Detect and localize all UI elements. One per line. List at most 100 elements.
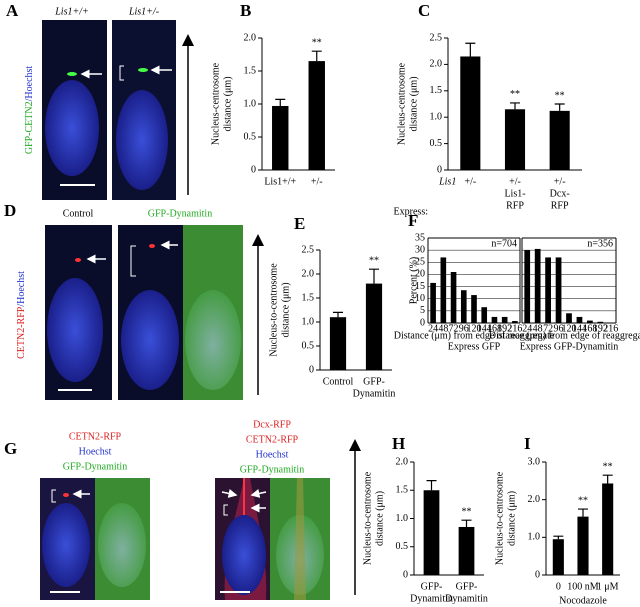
- y-axis-label: Nucleus-centrosome: [210, 62, 221, 145]
- y-tick-label: 3.0: [528, 456, 541, 467]
- y-tick-label: 0: [309, 364, 314, 375]
- x-tick-label: Lis1+/+: [264, 176, 296, 187]
- image-label: Lis1+/+: [54, 6, 89, 17]
- y-axis-label: Nucleus-centrosome: [396, 62, 407, 145]
- stain-label: GFP-CETN2/Hoechst: [24, 66, 35, 155]
- panel-letter: H: [392, 434, 405, 453]
- y-tick-label: 0: [403, 569, 408, 580]
- x-tick-label: +/-: [464, 176, 476, 187]
- panel-letter: B: [240, 1, 251, 20]
- chart-title: Express GFP-Dynamitin: [520, 341, 619, 352]
- bar: [566, 313, 572, 323]
- bar: [440, 257, 447, 323]
- y-tick-label: 15: [415, 281, 425, 292]
- y-axis-label: distance (μm): [408, 76, 419, 131]
- bar: [458, 526, 475, 575]
- bar: [471, 295, 477, 323]
- y-axis-label: Nucleus-to-centrosome: [268, 263, 279, 357]
- bar: [272, 105, 289, 170]
- x-tick-label: 168: [582, 323, 597, 334]
- bar: [365, 283, 383, 370]
- micrograph: [95, 478, 150, 600]
- x-tick-label: Lis1-: [504, 188, 525, 199]
- bar: [450, 272, 457, 323]
- micrograph: [215, 478, 270, 600]
- x-tick-label: 72: [543, 323, 553, 334]
- y-axis-label: distance (μm): [506, 491, 517, 546]
- micrograph: [270, 478, 330, 600]
- x-tick-label: +: [464, 605, 470, 607]
- bar: [534, 248, 541, 323]
- x-tick-label: 192: [497, 323, 512, 334]
- row-label: Express:: [394, 206, 428, 217]
- image-label: GFP-Dynamitin: [148, 208, 212, 219]
- x-axis-label: Distance (μm) from edge of reaggregate: [489, 330, 640, 341]
- significance: **: [462, 506, 472, 517]
- significance: **: [603, 461, 613, 472]
- row-label: Lis1: [438, 176, 456, 187]
- y-tick-label: 30: [415, 244, 425, 255]
- x-tick-label: Dcx-: [550, 188, 570, 199]
- image-label: CETN2-RFP: [246, 434, 299, 445]
- image-label: Hoechst: [79, 446, 112, 457]
- x-tick-label: 24: [522, 323, 532, 334]
- micrograph: [118, 225, 183, 400]
- image-label: GFP-Dynamitin: [240, 464, 304, 475]
- bar: [577, 516, 589, 575]
- bar: [460, 290, 467, 323]
- y-tick-label: 1.0: [528, 532, 541, 543]
- x-tick-label: RFP: [551, 200, 569, 211]
- stain: GFP-CETN2: [24, 101, 35, 154]
- bar: [552, 539, 564, 575]
- x-axis-label: Distance (μm) from edge of reaggregate: [394, 330, 555, 341]
- x-tick-label: +/-: [509, 176, 521, 187]
- y-tick-label: 35: [415, 232, 425, 243]
- error-bar: [275, 98, 286, 106]
- image-label: Lis1+/-: [128, 6, 159, 17]
- x-tick-label: Dynamitin: [445, 593, 488, 604]
- x-tick-label: 72: [449, 323, 459, 334]
- bar: [597, 321, 604, 323]
- x-tick-label: Dynamitin: [353, 388, 396, 399]
- y-tick-label: 0.5: [430, 138, 443, 149]
- stain: CETN2-RFP: [16, 306, 27, 359]
- x-tick-label: 120: [562, 323, 577, 334]
- error-bar: [333, 311, 343, 318]
- y-tick-label: 1.5: [430, 85, 443, 96]
- y-tick-label: 2.5: [302, 244, 315, 255]
- image-label: Dcx-RFP: [253, 419, 291, 430]
- y-tick-label: 2.0: [430, 59, 443, 70]
- y-axis-label: distance (μm): [222, 76, 233, 131]
- y-tick-label: 1.0: [244, 98, 257, 109]
- image-label: Control: [63, 208, 94, 219]
- y-tick-label: 1.0: [302, 316, 315, 327]
- stain: /Hoechst: [16, 271, 27, 307]
- y-tick-label: 20: [415, 269, 425, 280]
- y-tick-label: 0.5: [302, 340, 315, 351]
- x-tick-label: +/-: [311, 176, 323, 187]
- y-axis-label: Nucleus-to-centrosome: [494, 471, 505, 565]
- y-tick-label: 5: [420, 305, 425, 316]
- error-bar: [578, 508, 588, 517]
- bar: [512, 321, 518, 323]
- micrograph: [42, 20, 107, 200]
- x-tick-label: 48: [533, 323, 543, 334]
- y-tick-label: 0.5: [244, 131, 257, 142]
- y-tick-label: 0: [535, 569, 540, 580]
- y-tick-label: 1.5: [244, 65, 257, 76]
- micrograph: [40, 478, 95, 600]
- y-tick-label: 1.5: [302, 292, 315, 303]
- y-tick-label: 25: [415, 257, 425, 268]
- y-axis-label: Percent (%): [408, 257, 419, 304]
- x-tick-label: GFP-: [456, 581, 478, 592]
- error-bar: [553, 535, 564, 540]
- panel-letter: C: [418, 1, 430, 20]
- x-tick-label: Dynamitin: [410, 593, 453, 604]
- error-bar: [426, 480, 437, 491]
- y-tick-label: 0.5: [396, 541, 409, 552]
- y-tick-label: 2.0: [244, 32, 257, 43]
- y-tick-label: 1.0: [396, 513, 409, 524]
- bar: [549, 110, 570, 170]
- y-tick-label: 0: [420, 317, 425, 328]
- image-label: GFP-Dynamitin: [63, 461, 127, 472]
